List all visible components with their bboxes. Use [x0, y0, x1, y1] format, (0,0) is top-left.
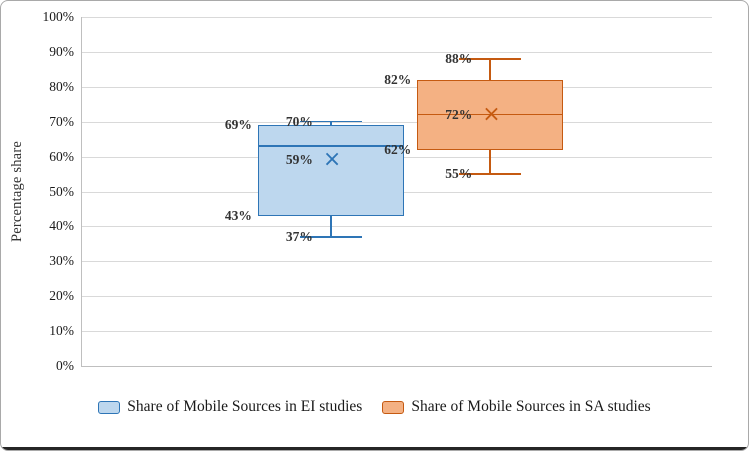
- data-label: 69%: [224, 117, 252, 133]
- legend-item-ei-studies: Share of Mobile Sources in EI studies: [98, 398, 362, 416]
- whisker-cap: [299, 120, 362, 123]
- legend-label-ei-studies: Share of Mobile Sources in EI studies: [127, 398, 363, 415]
- gridline: [82, 121, 712, 123]
- plot-area: × 70% 69% 59% 43% 37% × 88% 82% 72% 62% 55%: [81, 17, 712, 367]
- data-label: 88%: [445, 50, 473, 66]
- data-label: 59%: [285, 152, 313, 168]
- y-tick-label: 70%: [49, 113, 74, 129]
- data-label: 62%: [384, 141, 412, 157]
- data-label: 82%: [384, 71, 412, 87]
- whisker-line: [489, 58, 491, 80]
- legend: Share of Mobile Sources in EI studies Sh…: [1, 395, 748, 419]
- y-tick-label: 80%: [49, 78, 74, 94]
- whisker-cap: [459, 58, 522, 60]
- whisker-cap: [299, 236, 362, 238]
- y-tick-label: 60%: [49, 148, 74, 164]
- whisker-cap: [459, 173, 522, 175]
- legend-item-sa-studies: Share of Mobile Sources in SA studies: [382, 398, 651, 416]
- gridline: [82, 17, 712, 18]
- mean-marker: ×: [322, 147, 342, 173]
- y-tick-label: 0%: [56, 358, 74, 373]
- bottom-border: [1, 447, 748, 450]
- legend-label-sa-studies: Share of Mobile Sources in SA studies: [411, 398, 651, 415]
- data-label: 43%: [224, 207, 252, 223]
- whisker-line: [330, 215, 332, 237]
- gridline: [82, 261, 712, 263]
- y-tick-label: 50%: [49, 183, 74, 199]
- gridline: [82, 86, 712, 88]
- legend-swatch-sa-studies: [382, 400, 405, 414]
- y-tick-label: 20%: [49, 288, 74, 304]
- median-line: [257, 145, 404, 147]
- mean-marker: ×: [482, 101, 501, 127]
- data-label: 37%: [285, 228, 313, 244]
- y-tick-label: 10%: [49, 323, 74, 339]
- y-tick-label: 40%: [49, 218, 74, 234]
- y-tick-label: 30%: [49, 253, 74, 269]
- box: [257, 125, 404, 216]
- gridline: [82, 51, 712, 53]
- whisker-line: [330, 121, 332, 126]
- data-label: 55%: [445, 166, 473, 182]
- gridline: [82, 331, 712, 333]
- legend-swatch-ei-studies: [98, 400, 121, 414]
- whisker-line: [489, 149, 491, 175]
- gridline: [82, 296, 712, 298]
- data-label: 72%: [445, 106, 473, 122]
- median-line: [417, 113, 564, 116]
- y-tick-label: 90%: [49, 43, 74, 59]
- data-label: 70%: [285, 113, 313, 129]
- y-tick-label: 100%: [42, 9, 75, 24]
- gridline: [82, 226, 712, 228]
- y-axis: 0% 10% 20% 30% 40% 50% 60% 70% 80% 90% 100%: [1, 9, 77, 373]
